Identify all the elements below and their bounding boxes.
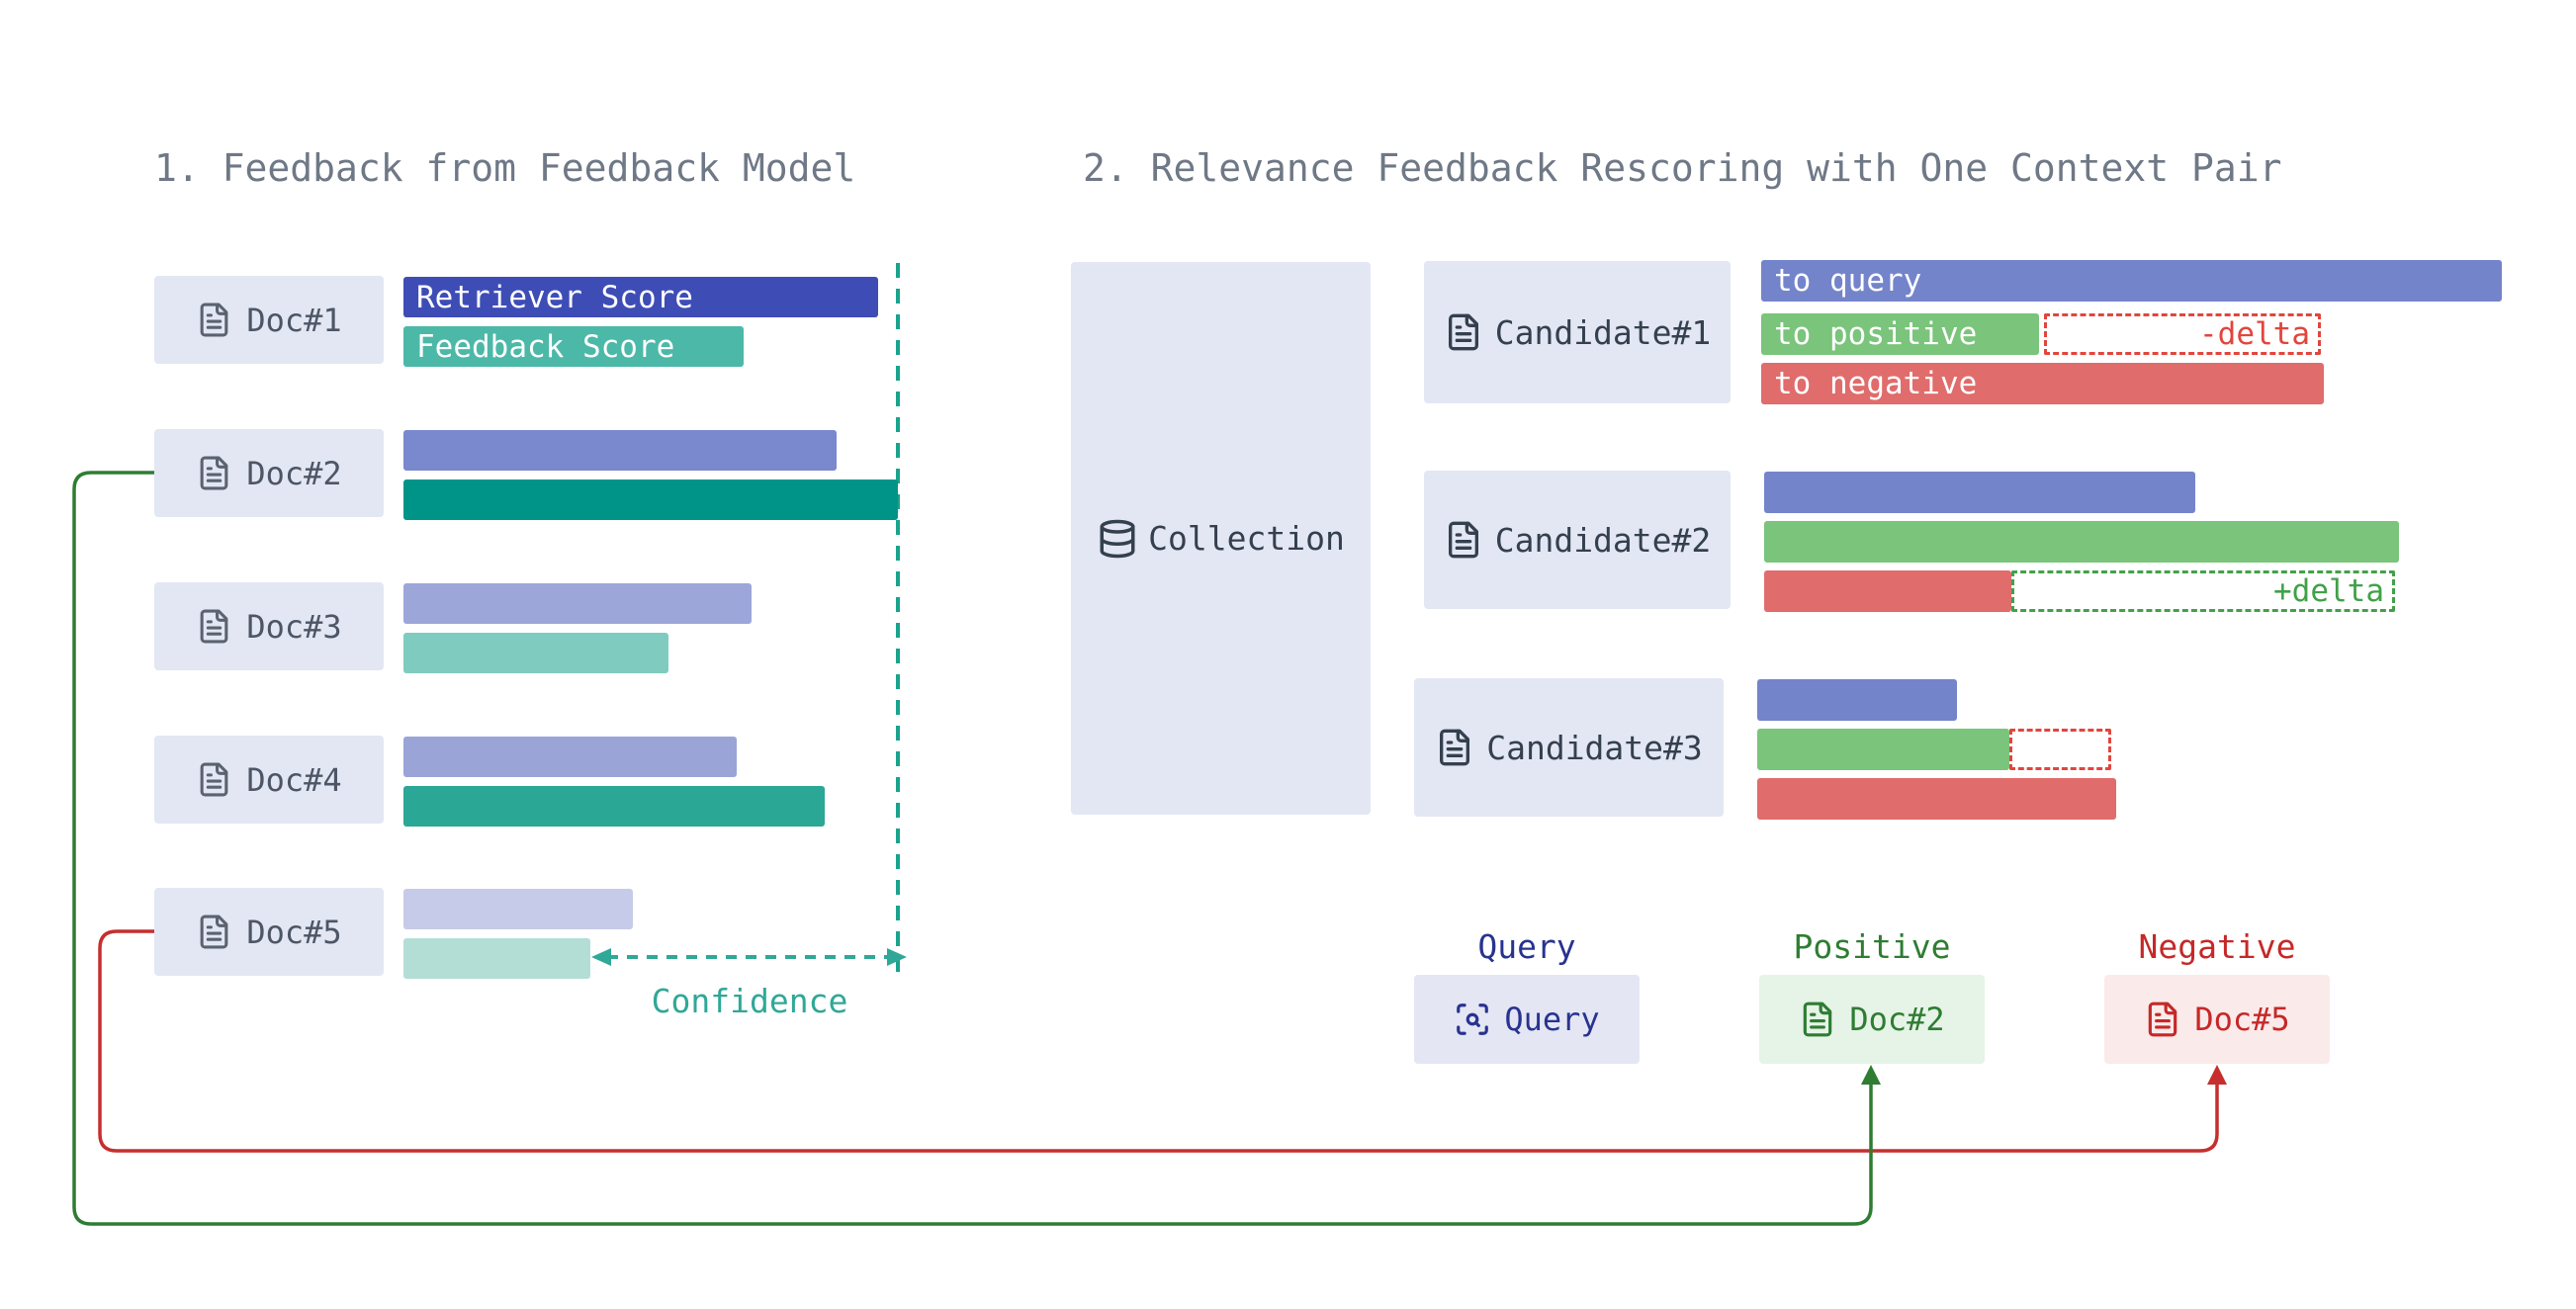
positive-doc2-connector — [72, 471, 1873, 1226]
negative-doc5-connector — [98, 929, 2219, 1153]
positive-connector-arrowhead — [1861, 1065, 1881, 1085]
confidence-arrowhead-right — [887, 948, 907, 966]
negative-connector-arrowhead — [2207, 1065, 2227, 1085]
confidence-arrowhead-left — [591, 948, 611, 966]
